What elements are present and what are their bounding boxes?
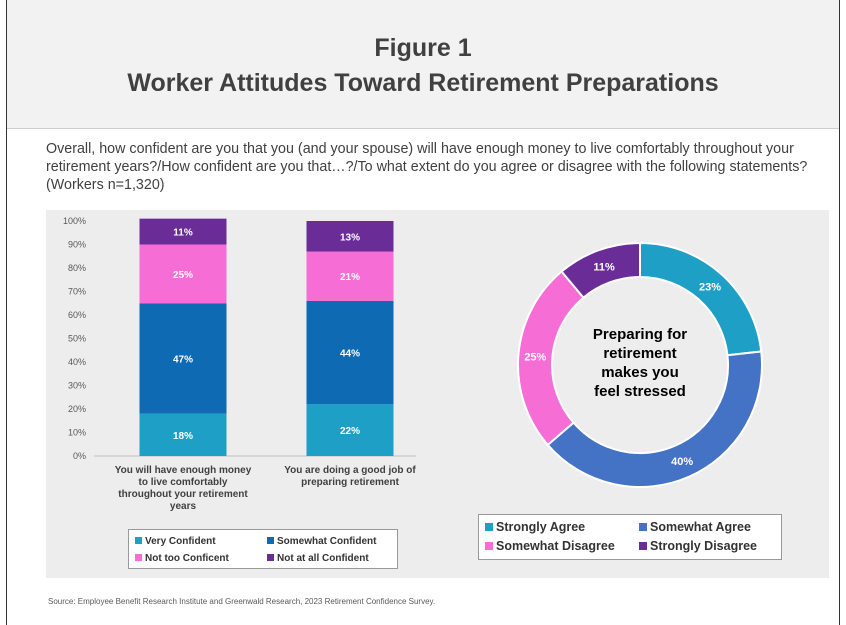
source-note: Source: Employee Benefit Research Instit… xyxy=(48,597,436,606)
legend-label-somewhat-confident: Somewhat Confident xyxy=(277,536,377,547)
legend-item-strongly-agree: Strongly Agree xyxy=(485,520,585,534)
bar-value-label: 22% xyxy=(340,426,360,437)
bar-segment-not-at-all-confident xyxy=(139,218,227,245)
bar-segment-not-too-confident xyxy=(139,244,227,304)
donut-value-label: 23% xyxy=(699,282,721,294)
bar-value-label: 11% xyxy=(173,228,193,239)
category-label: You will have enough money xyxy=(115,465,252,476)
legend-item-somewhat-confident: Somewhat Confident xyxy=(267,536,376,547)
donut-chart-legend: Strongly Agree Somewhat Agree Somewhat D… xyxy=(478,514,782,560)
y-tick-label: 90% xyxy=(68,240,86,250)
legend-label-strongly-disagree: Strongly Disagree xyxy=(650,539,757,553)
bar-segment-somewhat-confident xyxy=(139,303,227,414)
category-label: preparing retirement xyxy=(301,477,399,488)
legend-item-very-confident: Very Confident xyxy=(135,536,216,547)
figure-header: Figure 1 Worker Attitudes Toward Retirem… xyxy=(7,0,839,129)
y-tick-label: 70% xyxy=(68,287,86,297)
donut-center-label: Preparing for xyxy=(593,326,687,343)
legend-swatch-somewhat-agree xyxy=(639,523,647,531)
figure-title: Worker Attitudes Toward Retirement Prepa… xyxy=(127,69,719,97)
donut-slice-somewhat-agree xyxy=(546,350,763,488)
legend-label-very-confident: Very Confident xyxy=(145,536,216,547)
y-tick-label: 30% xyxy=(68,381,86,391)
figure-frame xyxy=(6,0,840,625)
donut-center-label: feel stressed xyxy=(594,383,686,400)
donut-center-label: retirement xyxy=(603,345,676,362)
bar-value-label: 25% xyxy=(173,270,193,281)
bar-value-label: 44% xyxy=(340,349,360,360)
category-label: You are doing a good job of xyxy=(284,465,416,476)
legend-item-somewhat-agree: Somewhat Agree xyxy=(639,520,751,534)
legend-item-strongly-disagree: Strongly Disagree xyxy=(639,539,757,553)
legend-swatch-not-too-confident xyxy=(135,554,142,561)
stacked-bar-chart: 0% 10% 20% 30% 40% 50% 60% 70% 80% 90% 100% 18% 47% 2… xyxy=(63,216,416,512)
y-tick-label: 10% xyxy=(68,428,86,438)
donut-value-label: 40% xyxy=(671,456,693,468)
legend-swatch-somewhat-disagree xyxy=(485,542,493,550)
y-tick-label: 60% xyxy=(68,310,86,320)
category-label: years xyxy=(170,501,197,512)
donut-center-label: makes you xyxy=(601,364,679,381)
y-tick-label: 80% xyxy=(68,263,86,273)
bar-segment-very-confident xyxy=(139,413,227,456)
bar-value-label: 13% xyxy=(340,232,360,243)
legend-item-somewhat-disagree: Somewhat Disagree xyxy=(485,539,615,553)
donut-value-label: 25% xyxy=(524,352,546,364)
legend-item-not-too-confident: Not too Conficent xyxy=(135,553,229,564)
bar-value-label: 21% xyxy=(340,272,360,283)
legend-label-somewhat-disagree: Somewhat Disagree xyxy=(496,539,615,553)
category-label: throughout your retirement xyxy=(118,489,248,500)
bar-segment-somewhat-confident xyxy=(306,300,394,405)
legend-label-strongly-agree: Strongly Agree xyxy=(496,520,586,534)
legend-swatch-strongly-agree xyxy=(485,523,493,531)
figure-label: Figure 1 xyxy=(374,34,472,62)
y-tick-label: 40% xyxy=(68,357,86,367)
category-label: to live comfortably xyxy=(139,477,228,488)
bar-chart-legend: Very Confident Somewhat Confident Not to… xyxy=(128,529,398,569)
y-tick-label: 0% xyxy=(73,451,86,461)
donut-slice-strongly-disagree xyxy=(560,241,641,299)
survey-question: Overall, how confident are you that you … xyxy=(46,141,808,193)
legend-label-not-at-all-confident: Not at all Confident xyxy=(277,553,369,564)
legend-label-somewhat-agree: Somewhat Agree xyxy=(650,520,751,534)
legend-swatch-strongly-disagree xyxy=(639,542,647,550)
donut-chart: 23% 40% 25% 11% Preparing for retirement makes… xyxy=(517,241,763,488)
legend-swatch-very-confident xyxy=(135,537,142,544)
legend-item-not-at-all-confident: Not at all Confident xyxy=(267,553,369,564)
legend-swatch-not-at-all-confident xyxy=(267,554,274,561)
y-tick-label: 50% xyxy=(68,334,86,344)
bar-value-label: 47% xyxy=(173,354,193,365)
bar-segment-very-confident xyxy=(306,404,394,456)
bar-segment-not-at-all-confident xyxy=(306,221,394,252)
donut-value-label: 11% xyxy=(593,261,615,273)
y-tick-label: 20% xyxy=(68,404,86,414)
bar-segment-not-too-confident xyxy=(306,251,394,301)
bar-value-label: 18% xyxy=(173,431,193,442)
legend-swatch-somewhat-confident xyxy=(267,537,274,544)
legend-label-not-too-confident: Not too Conficent xyxy=(145,553,229,564)
y-tick-label: 100% xyxy=(63,216,86,226)
